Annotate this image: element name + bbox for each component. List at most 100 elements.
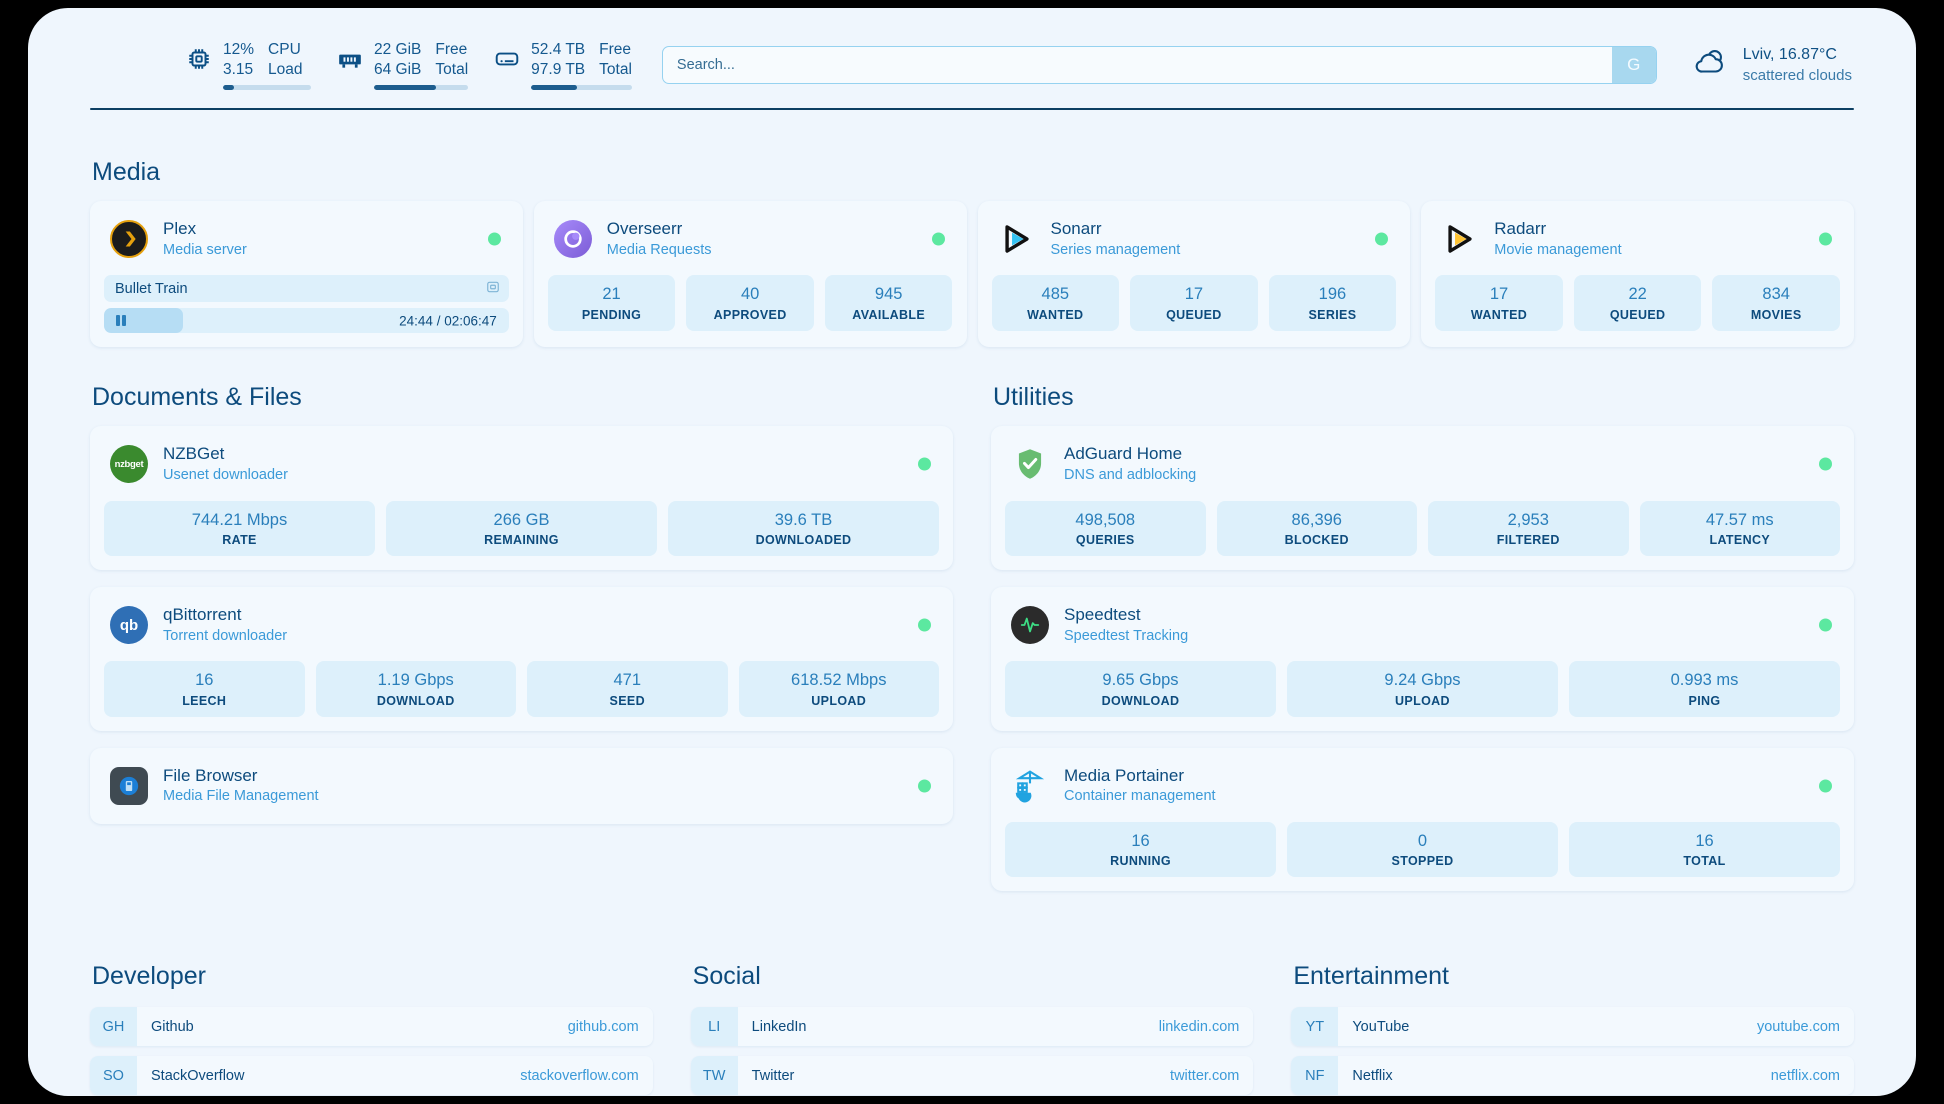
stat-label: UPLOAD — [1395, 693, 1450, 708]
stat-tile: 16 TOTAL — [1569, 821, 1840, 878]
service-name: Speedtest — [1064, 605, 1141, 624]
stat-tile: 47.57 ms LATENCY — [1639, 500, 1840, 556]
bookmark-abbr: LI — [690, 1007, 738, 1047]
service-subtitle: Media server — [163, 241, 247, 258]
section-title-utilities: Utilities — [993, 383, 1074, 412]
now-playing-title-bar: Bullet Train — [104, 275, 509, 303]
stat-tile: 9.65 Gbps DOWNLOAD — [1005, 661, 1276, 717]
disk-free-value: 52.4 TB — [531, 41, 586, 59]
service-name: File Browser — [163, 765, 258, 785]
cpu-load-value: 3.15 — [223, 61, 254, 78]
stat-tile: 1.19 Gbps DOWNLOAD — [315, 661, 516, 717]
bookmark-abbr: NF — [1291, 1056, 1339, 1096]
scattered-clouds-icon — [1691, 46, 1729, 83]
card-header: qb qBittorrent Torrent downloader — [104, 601, 939, 649]
stat-tile: 17 QUEUED — [1130, 275, 1258, 331]
media-card-row: Plex Media server Bullet Train — [90, 201, 1854, 348]
plex-icon — [110, 220, 148, 259]
weather-location: Lviv, 16.87°C — [1742, 45, 1837, 63]
service-subtitle: Usenet downloader — [163, 467, 288, 484]
status-badge — [1819, 457, 1832, 471]
service-card-speedtest[interactable]: Speedtest Speedtest Tracking 9.65 Gbps D… — [991, 587, 1854, 731]
stat-value: 1.19 Gbps — [377, 671, 454, 690]
adguard-shield-icon — [1011, 445, 1049, 483]
portainer-icon — [1011, 767, 1049, 805]
cpu-label-line2: Load — [268, 61, 303, 78]
stat-value: 86,396 — [1291, 510, 1342, 529]
search-input[interactable] — [662, 47, 1612, 83]
stat-tiles: 21 PENDING 40 APPROVED 945 AVAILABLE — [547, 275, 953, 331]
bookmark-item[interactable]: YT YouTube youtube.com — [1291, 1007, 1855, 1047]
stat-value: 17 — [1489, 285, 1509, 304]
search-box[interactable]: G — [661, 46, 1657, 84]
documents-column: Documents & Files nzbget NZBGet Usenet d… — [90, 347, 953, 908]
stat-tile: 2,953 FILTERED — [1428, 500, 1629, 556]
service-name: Overseerr — [606, 219, 683, 239]
cpu-label-line1: CPU — [268, 41, 301, 59]
bookmark-item[interactable]: NF Netflix netflix.com — [1291, 1056, 1855, 1096]
stat-value: 945 — [874, 285, 903, 304]
stat-label: UPLOAD — [811, 693, 867, 708]
stat-value: 16 — [195, 671, 214, 690]
card-header: Plex Media server — [104, 215, 509, 263]
service-card-qbittorrent[interactable]: qb qBittorrent Torrent downloader 16 LEE… — [90, 587, 953, 731]
stat-value: 9.24 Gbps — [1384, 671, 1461, 690]
stat-value: 618.52 Mbps — [791, 671, 887, 690]
stat-value: 16 — [1131, 831, 1150, 850]
service-subtitle: DNS and adblocking — [1064, 467, 1197, 484]
stat-label: MOVIES — [1750, 307, 1802, 322]
bookmark-url: stackoverflow.com — [520, 1067, 639, 1084]
bookmark-item[interactable]: LI LinkedIn linkedin.com — [690, 1007, 1254, 1047]
stat-label: TOTAL — [1683, 854, 1726, 869]
stat-tiles: 16 RUNNING 0 STOPPED 16 TOTAL — [1005, 821, 1840, 878]
stat-tiles: 17 WANTED 22 QUEUED 834 MOVIES — [1435, 275, 1840, 331]
bookmark-name: Netflix — [1352, 1067, 1393, 1084]
pause-icon[interactable] — [116, 315, 126, 327]
stat-value: 0 — [1417, 831, 1428, 850]
card-header: AdGuard Home DNS and adblocking — [1005, 440, 1840, 488]
stat-tile: 9.24 Gbps UPLOAD — [1287, 661, 1558, 717]
service-card-adguard-home[interactable]: AdGuard Home DNS and adblocking 498,508 … — [991, 426, 1854, 570]
nzbget-icon: nzbget — [110, 445, 148, 484]
bookmark-abbr: TW — [690, 1056, 738, 1096]
cpu-usage-bar — [223, 84, 311, 90]
stat-tile: 0 STOPPED — [1287, 821, 1558, 878]
bookmark-name: LinkedIn — [751, 1018, 807, 1035]
bookmark-group-entertainment: Entertainment YT YouTube youtube.com NF … — [1291, 962, 1855, 1096]
bookmark-item[interactable]: SO StackOverflow stackoverflow.com — [90, 1056, 653, 1096]
bookmark-name: YouTube — [1352, 1018, 1410, 1035]
service-card-radarr[interactable]: Radarr Movie management 17 WANTED 22 QUE… — [1421, 201, 1854, 348]
search-engine-button[interactable]: G — [1611, 47, 1656, 83]
sonarr-icon — [998, 220, 1036, 258]
stat-tile: 618.52 Mbps UPLOAD — [738, 661, 939, 717]
service-card-file-browser[interactable]: File Browser Media File Management — [90, 747, 953, 824]
service-subtitle: Series management — [1050, 241, 1181, 258]
stat-tile: 945 AVAILABLE — [824, 275, 953, 331]
stat-label: LEECH — [182, 693, 227, 708]
memory-free-value: 22 GiB — [374, 41, 422, 59]
bookmark-group-title: Social — [692, 962, 761, 991]
cast-icon[interactable] — [486, 280, 500, 298]
bookmark-item[interactable]: GH Github github.com — [90, 1007, 653, 1047]
stat-tile: 834 MOVIES — [1712, 275, 1840, 331]
stat-label: WANTED — [1027, 307, 1084, 322]
stat-value: 9.65 Gbps — [1102, 671, 1179, 690]
stat-tile: 16 RUNNING — [1005, 821, 1276, 878]
service-card-plex[interactable]: Plex Media server Bullet Train — [90, 201, 523, 348]
service-card-nzbget[interactable]: nzbget NZBGet Usenet downloader 744.21 M… — [90, 426, 953, 570]
stat-value: 16 — [1695, 831, 1714, 850]
now-playing-progress[interactable]: 24:44 / 02:06:47 — [104, 308, 509, 334]
stat-tile: 16 LEECH — [104, 661, 305, 717]
service-card-media-portainer[interactable]: Media Portainer Container management 16 … — [991, 747, 1854, 892]
card-header: Overseerr Media Requests — [548, 215, 953, 263]
service-card-overseerr[interactable]: Overseerr Media Requests 21 PENDING 40 A… — [533, 201, 967, 348]
service-name: Media Portainer — [1064, 765, 1185, 785]
dashboard-page: 12% 3.15 CPU Load — [28, 8, 1916, 1096]
service-card-sonarr[interactable]: Sonarr Series management 485 WANTED 17 Q… — [977, 201, 1411, 348]
stat-tile: 86,396 BLOCKED — [1216, 500, 1417, 556]
bookmark-item[interactable]: TW Twitter twitter.com — [690, 1056, 1254, 1096]
service-subtitle: Media Requests — [606, 241, 712, 258]
service-name: Plex — [163, 219, 197, 239]
bookmark-group-title: Developer — [92, 962, 206, 991]
file-browser-icon — [110, 766, 148, 805]
